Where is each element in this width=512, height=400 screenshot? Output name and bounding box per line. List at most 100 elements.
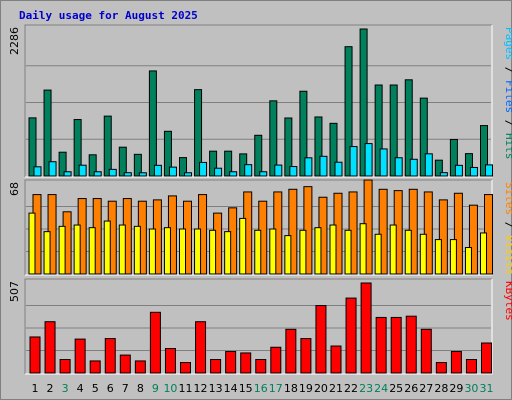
kbytes-bar-day-11 [180,362,191,374]
kbytes-bar-day-20 [315,305,327,374]
day-label-26: 26 [404,382,418,395]
chart-panels: 2286 Pages / Files / Hits 68 Sites / Visits… [8,24,512,375]
hits-bar-day-22 [344,46,353,177]
kbytes-bar-day-9 [149,311,161,374]
hits-bar-day-1 [28,117,37,177]
kbytes-bar-day-15 [240,352,252,374]
day-label-8: 8 [137,382,144,395]
files-bar-day-27 [424,153,433,177]
visits-bar-day-22 [344,229,352,275]
visits-bar-day-10 [163,227,171,275]
visits-bar-day-2 [43,231,51,275]
legend-kbytes: KBytes [503,281,512,321]
legend-entry: Sites [503,182,512,215]
kbytes-bar-day-26 [405,315,417,374]
files-bar-day-28 [439,172,448,177]
files-bar-day-24 [379,148,388,177]
sites-bar-day-30 [468,204,478,275]
files-bar-day-22 [349,146,358,177]
files-bar-day-2 [48,161,57,177]
chart-title: Daily usage for August 2025 [19,9,198,22]
visits-bar-day-11 [179,228,186,275]
visits-bar-day-16 [254,229,262,275]
hits-bar-day-2 [43,89,52,177]
kbytes-bar-day-18 [285,328,297,374]
kbytes-bar-day-16 [255,359,267,374]
kbytes-bar-day-22 [345,297,357,374]
files-bar-day-26 [409,158,418,177]
day-label-6: 6 [107,382,114,395]
hits-bar-day-24 [374,84,383,177]
day-label-11: 11 [179,382,193,395]
kbytes-bar-day-1 [29,336,41,374]
sites-bar-day-24 [378,188,388,275]
panel-hits_files_pages: 2286 Pages / Files / Hits [8,24,512,178]
files-bar-day-25 [394,157,403,177]
visits-bar-day-26 [404,229,412,275]
kbytes-bar-day-21 [330,345,342,374]
hits-bar-day-31 [480,125,488,177]
sites-bar-day-27 [423,191,433,275]
files-bar-day-19 [304,157,313,177]
y-max-label-kbytes: 507 [8,281,21,302]
visits-bar-day-19 [299,229,307,275]
visits-bar-day-8 [133,225,141,275]
legend-entry: / [503,60,512,80]
visits-bar-day-4 [73,224,81,275]
files-bar-day-16 [259,171,268,177]
hits-bar-day-26 [404,79,413,177]
day-label-18: 18 [284,382,298,395]
files-bar-day-14 [229,171,238,177]
files-bar-day-21 [334,161,343,177]
day-label-21: 21 [329,382,343,395]
kbytes-bar-day-29 [450,351,462,374]
panel-kbytes-border-light [25,279,493,375]
hits-bar-day-30 [464,153,473,177]
day-label-13: 13 [209,382,223,395]
hits-bar-day-10 [163,130,172,177]
panel-sites_visits: 68 Sites / Visits [8,179,512,276]
files-bar-day-13 [214,167,223,177]
kbytes-bar-day-19 [300,338,312,374]
legend-entry: Files [503,80,512,113]
hits-bar-day-27 [419,97,428,177]
kbytes-bar-day-10 [164,348,176,374]
sites-bar-day-28 [438,199,448,275]
day-label-12: 12 [194,382,208,395]
sites-bar-day-29 [453,192,463,275]
files-bar-day-5 [93,171,102,177]
day-label-23: 23 [359,382,373,395]
kbytes-bar-day-28 [435,362,447,374]
visits-bar-day-29 [449,239,457,275]
kbytes-bar-day-23 [360,282,372,374]
day-label-19: 19 [299,382,313,395]
hits-bar-day-19 [299,90,308,177]
kbytes-bar-day-2 [44,321,56,374]
visits-bar-day-14 [224,231,232,275]
visits-bar-day-25 [389,224,397,275]
kbytes-bar-day-30 [465,359,477,374]
legend-entry: / [503,215,512,235]
day-label-30: 30 [464,382,478,395]
day-label-27: 27 [419,382,433,395]
files-bar-day-9 [153,164,162,177]
day-label-24: 24 [374,382,388,395]
files-bar-day-3 [63,171,72,177]
panel-kbytes: 507 KBytes [8,278,512,375]
hits-bar-day-23 [359,28,368,177]
visits-bar-day-20 [314,227,322,275]
hits-bar-day-7 [118,146,127,177]
day-label-17: 17 [269,382,283,395]
legend-sites_visits: Sites / Visits [503,182,512,275]
files-bar-day-7 [123,172,132,177]
hits-bar-day-5 [88,154,97,177]
hits-bar-day-13 [209,150,218,177]
day-label-25: 25 [389,382,403,395]
files-bar-day-18 [289,166,298,177]
files-bar-day-20 [319,155,328,177]
legend-hits_files_pages: Pages / Files / Hits [503,27,512,160]
day-label-16: 16 [254,382,268,395]
files-bar-day-12 [199,161,208,177]
kbytes-bar-day-25 [390,316,402,374]
